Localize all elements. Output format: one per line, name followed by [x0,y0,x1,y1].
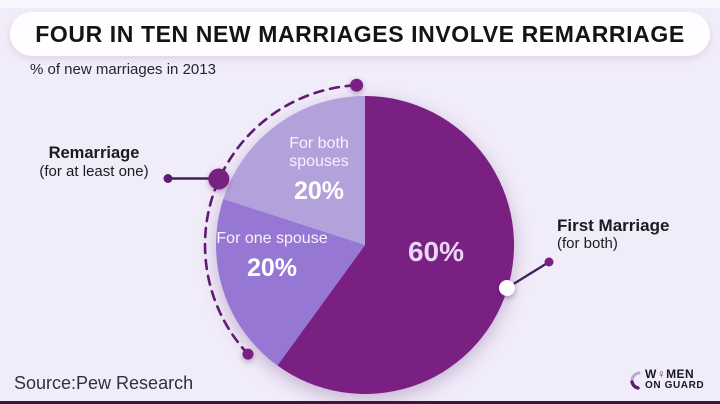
pie-slice-first-marriage [277,96,515,394]
arc-end-dot-top [350,78,364,92]
first-marriage-connector-end-dot [544,257,554,267]
slice-percent-first-marriage: 60% [407,236,465,267]
slice-label-text: For both spouses [289,135,349,170]
slice-label-text: For one spouse [216,230,328,247]
pie-slice-one-spouse [216,199,365,366]
pie-slices [216,96,515,394]
women-on-guard-logo: W♀MEN ON GUARD [629,367,705,391]
first-marriage-connector-line [505,260,551,290]
logo-crescent-icon [630,371,641,390]
callout-title: Remarriage [48,144,140,162]
page-title: FOUR IN TEN NEW MARRIAGES INVOLVE REMARR… [35,20,685,47]
first-marriage-anchor-dot [499,280,515,296]
callout-subtitle: (for both) [557,235,618,252]
callout-title: First Marriage [557,216,670,235]
bottom-edge-bar [0,401,720,404]
logo-word1-prefix: W [645,367,657,381]
logo-line1: W♀MEN [645,367,704,381]
logo-line2: ON GUARD [645,380,705,391]
arc-end-dot-bottom [242,348,254,360]
top-strip [0,0,720,8]
chart-subtitle: % of new marriages in 2013 [30,61,216,78]
pie-slice-both-spouses [223,96,365,245]
remarriage-connector-end-dot [163,174,173,183]
slice-label-one-spouse: For one spouse 20% [214,230,330,283]
remarriage-anchor-dot [208,168,230,190]
callout-first-marriage: First Marriage (for both) [557,216,707,253]
callout-remarriage: Remarriage (for at least one) [12,144,176,181]
logo-word1-suffix: MEN [666,367,695,381]
callout-subtitle: (for at least one) [39,163,149,180]
slice-label-both-spouses: For both spouses 20% [263,135,375,206]
title-banner: FOUR IN TEN NEW MARRIAGES INVOLVE REMARR… [10,12,710,56]
source-attribution: Source:Pew Research [14,373,194,393]
slice-percent: 20% [293,177,345,205]
logo-text: W♀MEN ON GUARD [645,367,705,391]
female-symbol-icon: ♀ [656,367,667,381]
slice-percent: 20% [246,254,298,282]
